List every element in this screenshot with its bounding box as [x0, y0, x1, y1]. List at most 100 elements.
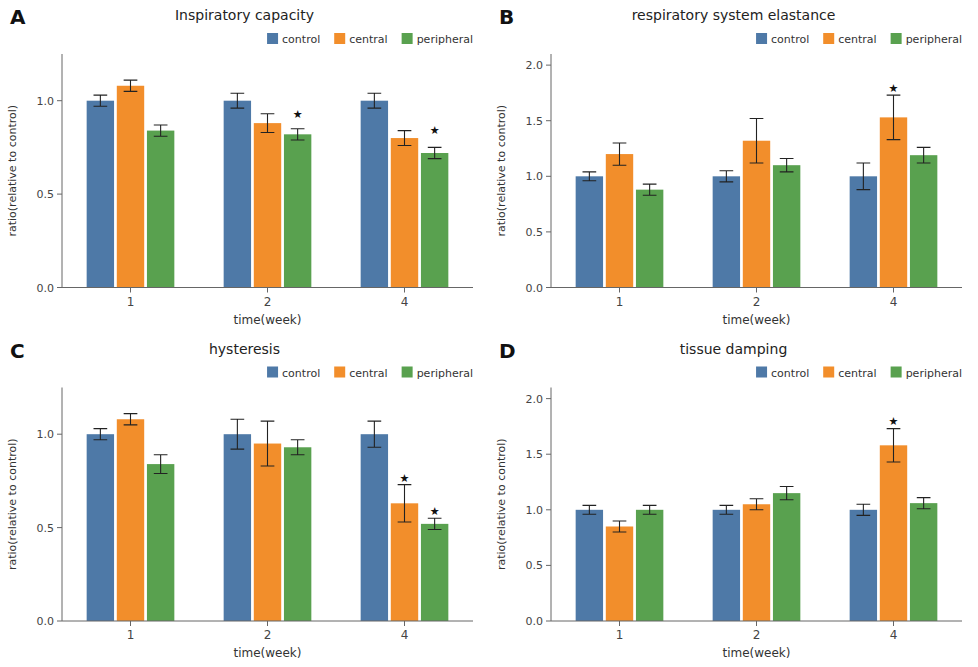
title: Inspiratory capacity — [175, 7, 314, 23]
error-bar — [124, 414, 138, 425]
y-axis-label: ratio(relative to control) — [6, 105, 19, 237]
legend: control central peripheral — [267, 33, 473, 46]
error-bar — [368, 421, 382, 447]
bar — [147, 131, 174, 288]
y-tick-label: 0.5 — [526, 226, 544, 239]
x-tick — [893, 621, 894, 626]
bar — [636, 190, 663, 288]
x-tick-label: 1 — [616, 628, 624, 642]
marks — [576, 429, 938, 621]
x-tick-label: 1 — [616, 295, 624, 309]
error-bar — [750, 499, 764, 510]
legend-item: control — [267, 33, 320, 46]
y-axis — [62, 54, 63, 288]
error-bar — [428, 518, 442, 529]
bar — [117, 86, 144, 288]
y-tick-label: 0.5 — [37, 522, 55, 535]
panel: hysteresis0.00.51.0ratio(relative to con… — [6, 339, 473, 661]
legend-item: peripheral — [891, 33, 962, 46]
bar — [87, 434, 114, 621]
bar — [713, 510, 740, 621]
x-tick-label: 2 — [264, 295, 272, 309]
panel-label: A — [10, 5, 26, 29]
y-tick-label: 1.0 — [37, 95, 55, 108]
legend-label: central — [349, 367, 387, 380]
panel-label: C — [10, 339, 25, 363]
error-bar — [398, 131, 412, 146]
marks — [87, 414, 449, 621]
x-tick-label: 1 — [127, 628, 135, 642]
legend-swatch — [402, 367, 413, 378]
error-bar — [154, 125, 168, 136]
legend-swatch — [334, 367, 345, 378]
y-tick-label: 2.0 — [526, 393, 544, 406]
legend-item: central — [823, 33, 876, 46]
legend-item: central — [823, 367, 876, 380]
title: respiratory system elastance — [632, 7, 836, 23]
legend-item: peripheral — [891, 367, 962, 380]
x-tick-label: 4 — [890, 295, 898, 309]
significance-star: ★ — [430, 505, 440, 518]
legend-item: central — [334, 33, 387, 46]
error-bar — [643, 505, 657, 514]
error-bar — [291, 440, 305, 455]
error-bar — [231, 419, 245, 449]
y-tick-label: 1.0 — [526, 504, 544, 517]
legend-label: control — [282, 33, 320, 46]
error-bar — [124, 80, 138, 91]
bar — [391, 138, 418, 287]
x-tick — [267, 621, 268, 626]
y-tick — [546, 65, 551, 66]
y-axis — [551, 388, 552, 622]
legend-label: central — [349, 33, 387, 46]
y-tick — [57, 194, 62, 195]
y-tick-label: 0.0 — [526, 282, 544, 295]
x-axis — [62, 621, 473, 622]
bar — [606, 526, 633, 621]
y-tick — [546, 120, 551, 121]
legend-item: peripheral — [402, 33, 473, 46]
y-tick — [546, 565, 551, 566]
legend-swatch — [267, 33, 278, 44]
legend-label: peripheral — [906, 367, 962, 380]
legend-swatch — [891, 367, 902, 378]
bar — [910, 155, 937, 287]
x-tick — [619, 288, 620, 293]
x-tick — [756, 288, 757, 293]
bar — [87, 101, 114, 288]
legend-label: control — [771, 367, 809, 380]
y-axis-label: ratio(relative to control) — [495, 105, 508, 237]
x-axis-label: time(week) — [722, 313, 790, 327]
error-bar — [917, 147, 931, 163]
error-bar — [231, 93, 245, 108]
legend-label: peripheral — [417, 367, 473, 380]
error-bar — [261, 114, 275, 133]
y-tick-label: 1.5 — [526, 448, 544, 461]
legend: control central peripheral — [756, 367, 962, 380]
bar — [880, 445, 907, 621]
legend-item: control — [756, 33, 809, 46]
legend-swatch — [756, 33, 767, 44]
bar — [421, 524, 448, 621]
bar — [880, 117, 907, 287]
error-bar — [94, 95, 108, 106]
x-tick-label: 4 — [401, 295, 409, 309]
x-tick — [130, 288, 131, 293]
y-tick — [57, 434, 62, 435]
y-tick — [57, 527, 62, 528]
bar — [743, 504, 770, 621]
bar — [224, 101, 251, 288]
y-tick — [546, 454, 551, 455]
error-bar — [780, 159, 794, 172]
error-bar — [720, 505, 734, 514]
y-tick — [57, 621, 62, 622]
legend-swatch — [334, 33, 345, 44]
legend-item: control — [756, 367, 809, 380]
x-tick — [267, 288, 268, 293]
bar — [576, 510, 603, 621]
legend-label: control — [771, 33, 809, 46]
error-bar — [94, 429, 108, 440]
x-tick-label: 1 — [127, 295, 135, 309]
error-bar — [613, 143, 627, 165]
bar — [224, 434, 251, 621]
